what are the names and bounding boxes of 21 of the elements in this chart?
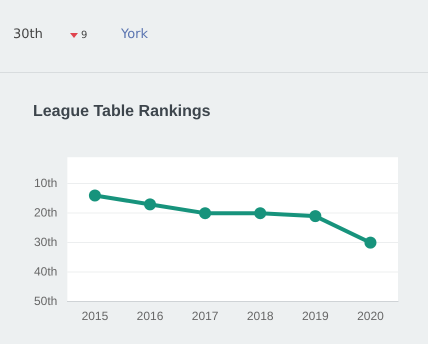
- point: [309, 210, 322, 222]
- point: [364, 236, 376, 249]
- y-tick-label: 40th: [34, 264, 58, 278]
- y-tick-label: 30th: [34, 234, 58, 249]
- x-tick-label: 2018: [246, 309, 274, 324]
- text: York: [121, 27, 148, 42]
- point: [199, 207, 212, 220]
- text: 9: [81, 30, 88, 41]
- point: [144, 198, 156, 210]
- y-tick-label: 20th: [34, 206, 58, 220]
- text: 30th: [13, 27, 43, 42]
- x-tick-label: 2017: [192, 309, 219, 324]
- chart-title: League Table Rankings: [33, 103, 211, 121]
- y-tick-label: 50th: [34, 294, 58, 308]
- y-tick-label: 10th: [34, 176, 58, 190]
- x-tick-label: 2015: [82, 309, 109, 324]
- x-tick-label: 2016: [136, 309, 164, 324]
- point: [88, 190, 101, 202]
- x-tick-label: 2019: [302, 309, 330, 324]
- x-tick-label: 2020: [357, 309, 384, 324]
- point: [254, 207, 266, 220]
